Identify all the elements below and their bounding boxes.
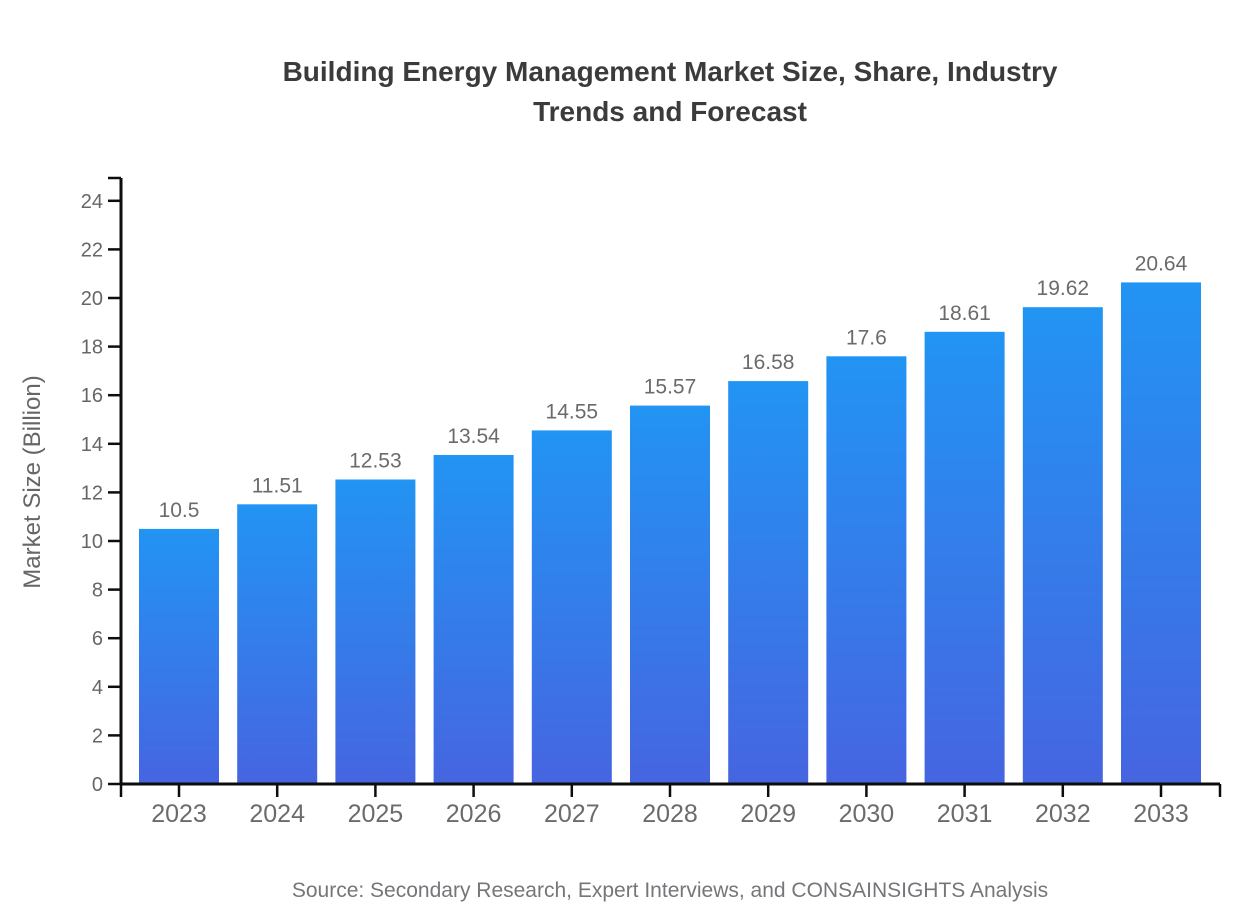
y-tick-label: 2 [92,725,103,747]
y-tick-label: 10 [81,531,103,553]
bar-value-label: 14.55 [546,400,599,423]
y-tick-label: 20 [81,288,103,310]
x-tick-label: 2023 [151,800,207,828]
bar-value-label: 12.53 [349,450,402,473]
y-tick-label: 12 [81,482,103,504]
bar-value-label: 10.5 [159,499,200,522]
x-tick-label: 2028 [642,800,698,828]
x-tick-label: 2031 [937,800,993,828]
bar-value-label: 16.58 [742,351,795,374]
x-tick-label: 2027 [544,800,600,828]
x-tick-label: 2029 [740,800,796,828]
bar-2028 [630,405,710,784]
bar-value-label: 20.64 [1135,252,1188,275]
bar-2027 [531,430,612,784]
bar-2032 [1022,307,1103,784]
bar-2029 [728,381,809,784]
bar-2030 [826,356,907,784]
y-tick-label: 24 [81,191,103,213]
x-tick-label: 2026 [446,800,502,828]
y-tick-label: 18 [81,337,103,359]
y-tick-label: 22 [81,239,103,261]
bar-value-label: 15.57 [644,376,697,399]
bar-2026 [433,455,514,784]
y-tick-label: 0 [92,774,103,796]
bar-2025 [335,479,416,784]
y-tick-label: 8 [92,580,103,602]
y-tick-label: 14 [81,434,103,456]
bar-value-label: 19.62 [1037,277,1090,300]
bar-2023 [139,528,219,785]
bar-2024 [237,504,318,784]
x-tick-label: 2033 [1133,800,1189,828]
x-tick-label: 2024 [249,800,305,828]
bar-value-label: 18.61 [938,302,991,325]
x-tick-label: 2032 [1035,800,1091,828]
y-tick-label: 6 [92,628,103,650]
bar-2033 [1121,282,1201,784]
x-tick-label: 2025 [348,800,404,828]
chart-title: Building Energy Management Market Size, … [282,56,1058,127]
bar-value-label: 11.51 [252,474,303,497]
x-tick-label: 2030 [839,800,895,828]
bar-value-label: 13.54 [447,425,500,448]
bar-value-label: 17.6 [846,326,887,349]
source-note: Source: Secondary Research, Expert Inter… [291,879,1049,902]
y-tick-label: 16 [81,385,103,407]
bar-2031 [924,331,1005,784]
y-tick-label: 4 [92,677,103,699]
